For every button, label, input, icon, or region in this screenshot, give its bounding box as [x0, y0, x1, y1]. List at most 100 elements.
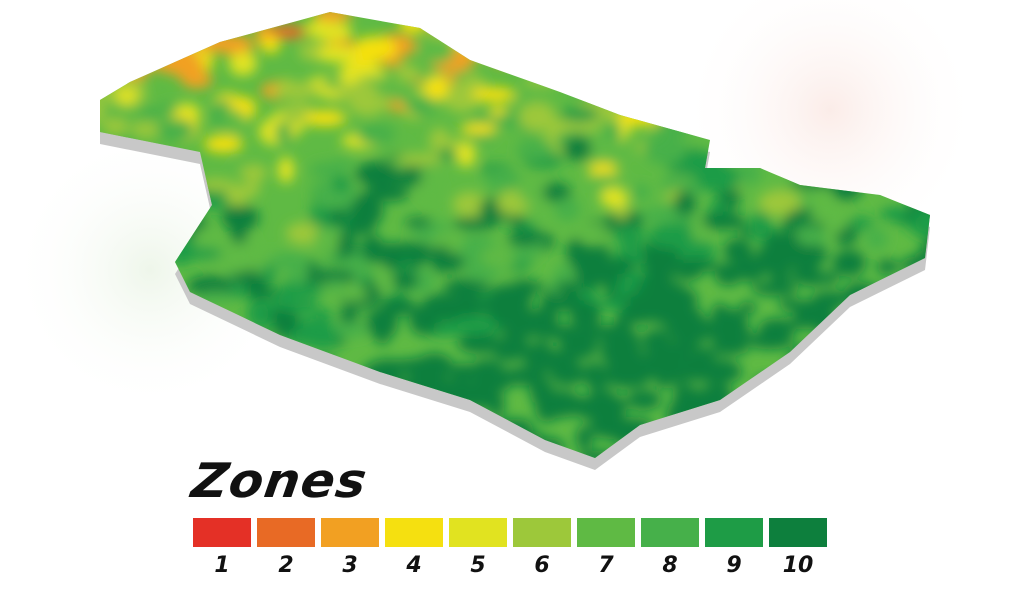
zone-patch — [100, 430, 114, 458]
legend-item: 6 — [513, 518, 571, 578]
zone-patch — [716, 338, 748, 353]
zone-patch — [868, 403, 888, 428]
zone-patch — [865, 227, 889, 250]
zone-patch — [240, 164, 268, 182]
zone-patch — [586, 173, 628, 186]
zone-patch — [672, 387, 709, 408]
zone-patch — [815, 271, 840, 285]
zone-patch — [493, 52, 515, 66]
zone-patch — [295, 298, 319, 314]
zone-patch — [315, 307, 332, 321]
zone-patch — [695, 417, 742, 446]
zone-patch — [744, 399, 787, 411]
zone-patch — [795, 400, 823, 425]
zone-patch — [203, 135, 244, 153]
zone-patch — [563, 136, 592, 161]
zone-patch — [806, 364, 847, 394]
zone-label: 7 — [598, 553, 614, 578]
zone-patch — [419, 173, 442, 202]
zone-patch — [870, 426, 918, 456]
zone-patch — [755, 246, 786, 273]
zone-patch — [317, 415, 334, 429]
zone-swatch — [193, 518, 251, 547]
zone-patch — [286, 396, 325, 417]
zone-patch — [471, 87, 516, 102]
zone-patch — [750, 437, 779, 458]
zone-patch — [516, 139, 555, 161]
zone-patch — [115, 87, 138, 106]
zone-patch — [374, 319, 391, 345]
zone-patch — [211, 402, 237, 427]
zone-patch — [272, 81, 321, 100]
zone-patch — [643, 134, 687, 165]
zone-patch — [632, 83, 677, 105]
zone-patch — [632, 184, 651, 200]
zone-patch — [836, 334, 882, 364]
zone-patch — [249, 436, 280, 455]
zone-patch — [391, 412, 432, 429]
zone-patch — [395, 88, 420, 105]
zone-patch — [823, 373, 853, 402]
zone-patch — [587, 324, 623, 341]
zone-label: 2 — [278, 553, 294, 578]
zone-patch — [399, 12, 427, 34]
zone-patch — [313, 383, 335, 398]
zone-patch — [514, 319, 548, 338]
zone-patch — [911, 313, 930, 341]
zone-patch — [739, 301, 757, 315]
zone-patch — [112, 12, 157, 17]
zone-patch — [121, 416, 168, 429]
zone-patch — [100, 30, 123, 47]
zone-patch — [746, 331, 794, 350]
zone-patch — [629, 41, 676, 52]
zone-patch — [869, 332, 893, 359]
zone-patch — [194, 227, 212, 248]
zone-patch — [747, 417, 772, 446]
zone-patch — [796, 256, 820, 286]
zone-patch — [269, 252, 311, 270]
zone-patch — [569, 300, 602, 330]
zone-patch — [523, 29, 542, 48]
zone-patch — [618, 304, 659, 324]
zone-patch — [757, 283, 793, 295]
zone-patch — [822, 362, 845, 380]
zone-patch — [321, 386, 356, 416]
zone-patch — [795, 389, 822, 413]
zone-patch — [849, 216, 874, 230]
zone-label: 5 — [470, 553, 486, 578]
zone-patch — [273, 287, 299, 311]
zone-patch — [370, 447, 405, 458]
zone-patch — [626, 45, 671, 74]
zone-patch — [518, 180, 554, 205]
zone-patch — [419, 34, 456, 64]
zone-patch — [857, 359, 891, 388]
legend-item: 4 — [385, 518, 443, 578]
zone-patch — [495, 253, 515, 270]
zone-patch — [876, 259, 899, 275]
zone-patch — [111, 65, 132, 78]
zone-patch — [586, 366, 609, 390]
zone-patch — [349, 196, 384, 226]
zone-patch — [564, 223, 610, 237]
zone-patch — [214, 243, 259, 273]
zone-patch — [469, 376, 512, 393]
zone-patch — [100, 86, 114, 99]
zone-patch — [691, 347, 716, 376]
zone-patch — [825, 415, 852, 436]
zone-patch — [450, 316, 499, 335]
zone-patch — [544, 46, 574, 70]
zone-patch — [836, 352, 866, 367]
zone-patch — [912, 419, 930, 439]
zone-patch — [261, 33, 281, 54]
zone-patch — [337, 230, 357, 261]
zone-patch — [421, 429, 468, 458]
zone-swatch — [385, 518, 443, 547]
zone-patch — [848, 333, 891, 346]
zone-label: 10 — [782, 553, 814, 578]
zone-patch — [312, 269, 356, 285]
zone-swatch — [577, 518, 635, 547]
zone-patch — [832, 249, 867, 277]
zone-patch — [289, 355, 313, 378]
zone-patch — [765, 393, 799, 413]
zone-patch — [404, 217, 432, 228]
